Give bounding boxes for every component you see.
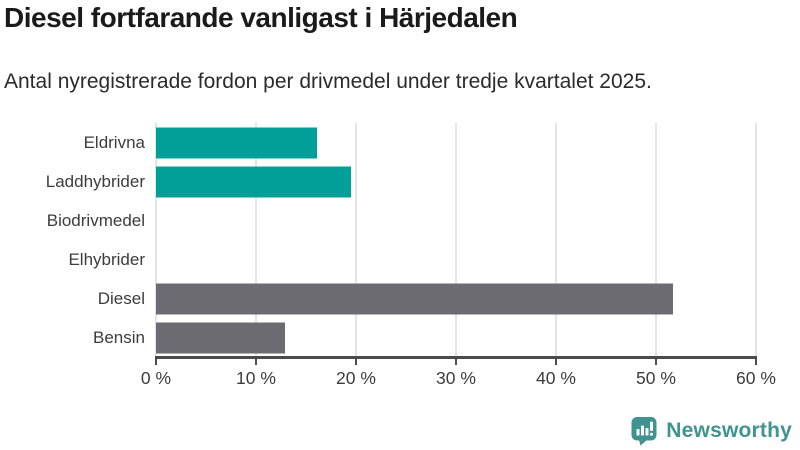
- y-axis-category-labels: Eldrivna Laddhybrider Biodrivmedel Elhybrid…: [0, 123, 145, 357]
- gridline: [155, 123, 157, 357]
- tick-label: 10 %: [236, 368, 276, 388]
- category-label: Bensin: [93, 327, 145, 347]
- tick-label: 30 %: [436, 368, 476, 388]
- gridline: [255, 123, 257, 357]
- bar-track: [156, 123, 756, 162]
- x-axis-ticks: 0 % 10 % 20 % 30 % 40 % 50 % 60 %: [141, 359, 776, 399]
- tick-label: 0 %: [140, 368, 172, 388]
- tick-mark: [355, 359, 357, 365]
- gridline: [655, 123, 657, 357]
- brand-name: Newsworthy: [666, 419, 792, 442]
- category-label: Biodrivmedel: [46, 210, 145, 230]
- tick-label: 40 %: [536, 368, 576, 388]
- tick-label: 60 %: [736, 368, 776, 388]
- chart-subtitle: Antal nyregistrerade fordon per drivmede…: [4, 70, 652, 93]
- bar-bensin: [156, 322, 285, 353]
- tick-label: 20 %: [336, 368, 376, 388]
- brand-footer: Newsworthy: [631, 416, 792, 446]
- bars-layer: [156, 123, 756, 357]
- bar-track: [156, 162, 756, 201]
- bar-eldrivna: [156, 127, 317, 158]
- bar-track: [156, 240, 756, 279]
- category-label: Eldrivna: [83, 132, 145, 152]
- tick-mark: [155, 359, 157, 365]
- newsworthy-logo-icon: [631, 417, 657, 446]
- category-label: Diesel: [97, 288, 145, 308]
- gridline: [455, 123, 457, 357]
- category-label: Laddhybrider: [45, 171, 145, 191]
- tick-label: 50 %: [636, 368, 676, 388]
- tick-mark: [755, 359, 757, 365]
- category-label: Elhybrider: [68, 249, 145, 269]
- tick-mark: [655, 359, 657, 365]
- bar-track: [156, 318, 756, 357]
- bar-track: [156, 279, 756, 318]
- tick-mark: [555, 359, 557, 365]
- x-axis-line: [155, 356, 757, 359]
- gridline: [555, 123, 557, 357]
- bar-track: [156, 201, 756, 240]
- chart-title: Diesel fortfarande vanligast i Härjedale…: [4, 2, 518, 33]
- tick-mark: [255, 359, 257, 365]
- bar-diesel: [156, 283, 673, 314]
- gridline: [355, 123, 357, 357]
- gridline: [755, 123, 757, 357]
- tick-mark: [455, 359, 457, 365]
- bar-laddhybrider: [156, 166, 351, 197]
- bar-chart-plot-area: [155, 123, 757, 357]
